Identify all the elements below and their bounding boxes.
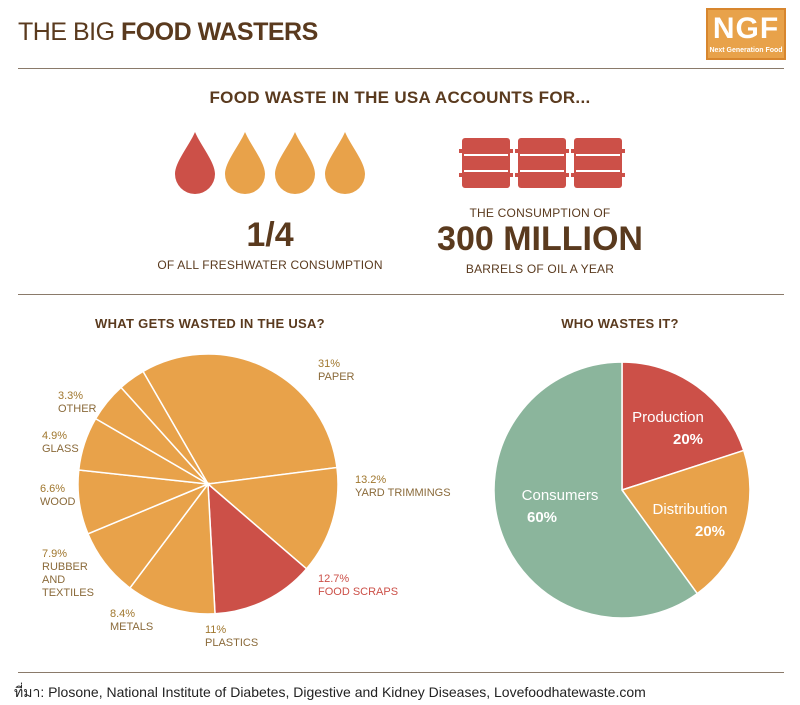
page-title: THE BIG FOOD WASTERS — [18, 18, 318, 47]
oil-barrel-icon — [459, 138, 513, 188]
slice-food-scraps — [207, 482, 308, 615]
water-drop-icon — [325, 132, 365, 194]
label-metals: 8.4% METALS — [110, 608, 153, 634]
label-other: 3.3% OTHER — [58, 390, 97, 416]
pct-glass: 4.9% — [42, 430, 68, 442]
source-credit: ที่มา: Plosone, National Institute of Di… — [14, 684, 646, 700]
name-plastics: PLASTICS — [205, 637, 259, 649]
oil-stat-value: 300 MILLION — [437, 220, 643, 258]
name-metals: METALS — [110, 621, 154, 633]
label-yard-trimmings: 13.2% YARD TRIMMINGS — [355, 474, 451, 500]
section-divider — [18, 294, 784, 295]
title-light: THE BIG — [18, 18, 115, 46]
who-wastes-title: WHO WASTES IT? — [561, 316, 679, 331]
oil-stat-pre: THE CONSUMPTION OF — [469, 206, 611, 220]
name-rubber-textiles: RUBBER AND TEXTILES — [42, 561, 94, 599]
headline: FOOD WASTE IN THE USA ACCOUNTS FOR... — [209, 88, 591, 107]
water-drops-graphic — [175, 132, 365, 194]
oil-stat-caption: BARRELS OF OIL A YEAR — [465, 262, 615, 276]
slice-consumers — [493, 361, 699, 619]
label-plastics: 11% PLASTICS — [205, 624, 258, 650]
oil-barrel-icon — [515, 138, 569, 188]
water-stat-caption: OF ALL FRESHWATER CONSUMPTION — [157, 258, 383, 272]
pct-metals: 8.4% — [110, 608, 136, 620]
header: THE BIG FOOD WASTERS NGF Next Generation… — [0, 0, 800, 68]
name-other: OTHER — [58, 403, 97, 415]
slice-production — [621, 361, 745, 492]
what-wasted-title: WHAT GETS WASTED IN THE USA? — [95, 316, 325, 331]
name-food-scraps: FOOD SCRAPS — [318, 586, 399, 598]
water-drop-icon — [175, 132, 215, 194]
pct-rubber-textiles: 7.9% — [42, 548, 68, 560]
logo-subtext: Next Generation Food — [709, 47, 783, 54]
pct-plastics: 11% — [205, 624, 227, 636]
name-yard-trimmings: YARD TRIMMINGS — [355, 487, 451, 499]
slice-paper — [141, 353, 338, 485]
title-bold: FOOD WASTERS — [120, 18, 318, 46]
who-slice-label: Consumers — [522, 487, 599, 504]
logo-text: NGF — [712, 12, 780, 45]
label-rubber-textiles: 7.9% RUBBER AND TEXTILES — [42, 548, 112, 600]
slice-distribution — [620, 449, 751, 595]
slice-plastics — [128, 481, 216, 615]
oil-barrels-graphic — [459, 138, 625, 188]
pct-paper: 31% — [318, 358, 341, 370]
water-drop-icon — [225, 132, 265, 194]
pct-other: 3.3% — [58, 390, 84, 402]
who-slice-value: 60% — [527, 509, 557, 526]
slice-other — [119, 370, 209, 485]
footer-divider — [18, 672, 784, 673]
label-food-scraps: 12.7% FOOD SCRAPS — [318, 573, 398, 599]
water-stat-value: 1/4 — [246, 216, 294, 254]
name-paper: PAPER — [318, 371, 355, 383]
who-slice-label: Distribution — [652, 501, 727, 518]
who-slice-value: 20% — [673, 431, 703, 448]
label-glass: 4.9% GLASS — [42, 430, 79, 456]
label-paper: 31% PAPER — [318, 358, 354, 384]
ngf-logo: NGF Next Generation Food — [706, 8, 786, 60]
pct-food-scraps: 12.7% — [318, 573, 350, 585]
name-glass: GLASS — [42, 443, 79, 455]
who-slice-label: Production — [632, 409, 704, 426]
name-wood: WOOD — [40, 496, 76, 508]
pct-yard-trimmings: 13.2% — [355, 474, 387, 486]
slice-yard-trimmings — [206, 466, 339, 570]
label-wood: 6.6% WOOD — [40, 483, 75, 509]
oil-barrel-icon — [571, 138, 625, 188]
who-slice-value: 20% — [695, 523, 725, 540]
header-divider — [18, 68, 784, 69]
pct-wood: 6.6% — [40, 483, 66, 495]
water-drop-icon — [275, 132, 315, 194]
